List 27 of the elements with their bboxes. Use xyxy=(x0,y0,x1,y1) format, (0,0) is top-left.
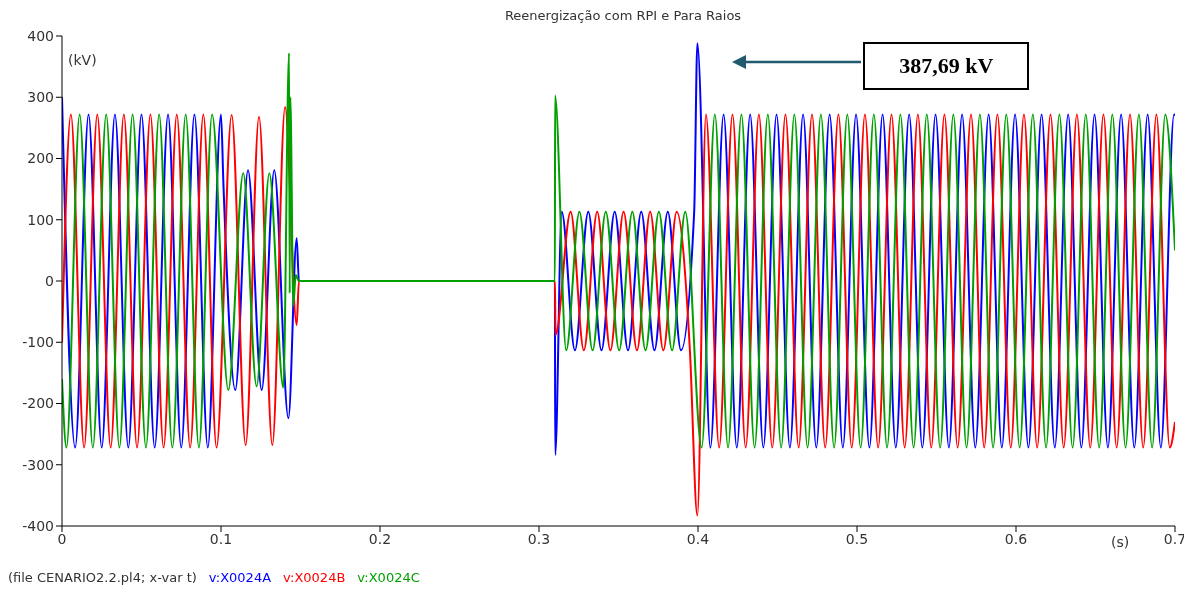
x-tick-label: 0.2 xyxy=(368,530,392,547)
text-box: 387,69 kV xyxy=(863,42,1030,90)
text: v:X0024A xyxy=(208,570,272,585)
annotation: 387,69 kV xyxy=(899,53,994,79)
x-tick-label: 0.1 xyxy=(209,530,233,547)
y-tick-label: -400 xyxy=(22,517,54,534)
chart-title: Reenergização com RPI e Para Raios xyxy=(503,8,743,25)
y-tick-label: 200 xyxy=(27,150,54,167)
y-tick-label: -200 xyxy=(22,395,54,412)
x-axis-title: (s) xyxy=(1111,534,1130,550)
line-series xyxy=(62,106,1175,517)
text: v:X0024B xyxy=(283,570,346,585)
x-tick-label: 0 xyxy=(57,530,67,547)
y-tick-label: 300 xyxy=(27,89,54,106)
y-axis-title: (kV) xyxy=(66,52,99,68)
x-tick-label: 0.4 xyxy=(686,530,710,547)
x-tick-label: 0.3 xyxy=(527,530,551,547)
y-tick-label: 100 xyxy=(27,211,54,228)
y-tick-label: -300 xyxy=(22,456,54,473)
text: (file CENARIO2.2.pl4; x-var t) xyxy=(8,570,197,585)
x-tick-label: 0.7 xyxy=(1163,530,1187,547)
text: v:X0024C xyxy=(357,570,420,585)
y-tick-label: 400 xyxy=(27,27,54,44)
x-tick-label: 0.5 xyxy=(845,530,869,547)
y-tick-label: -100 xyxy=(22,334,54,351)
x-tick-label: 0.6 xyxy=(1004,530,1028,547)
y-tick-label: 0 xyxy=(45,272,54,289)
